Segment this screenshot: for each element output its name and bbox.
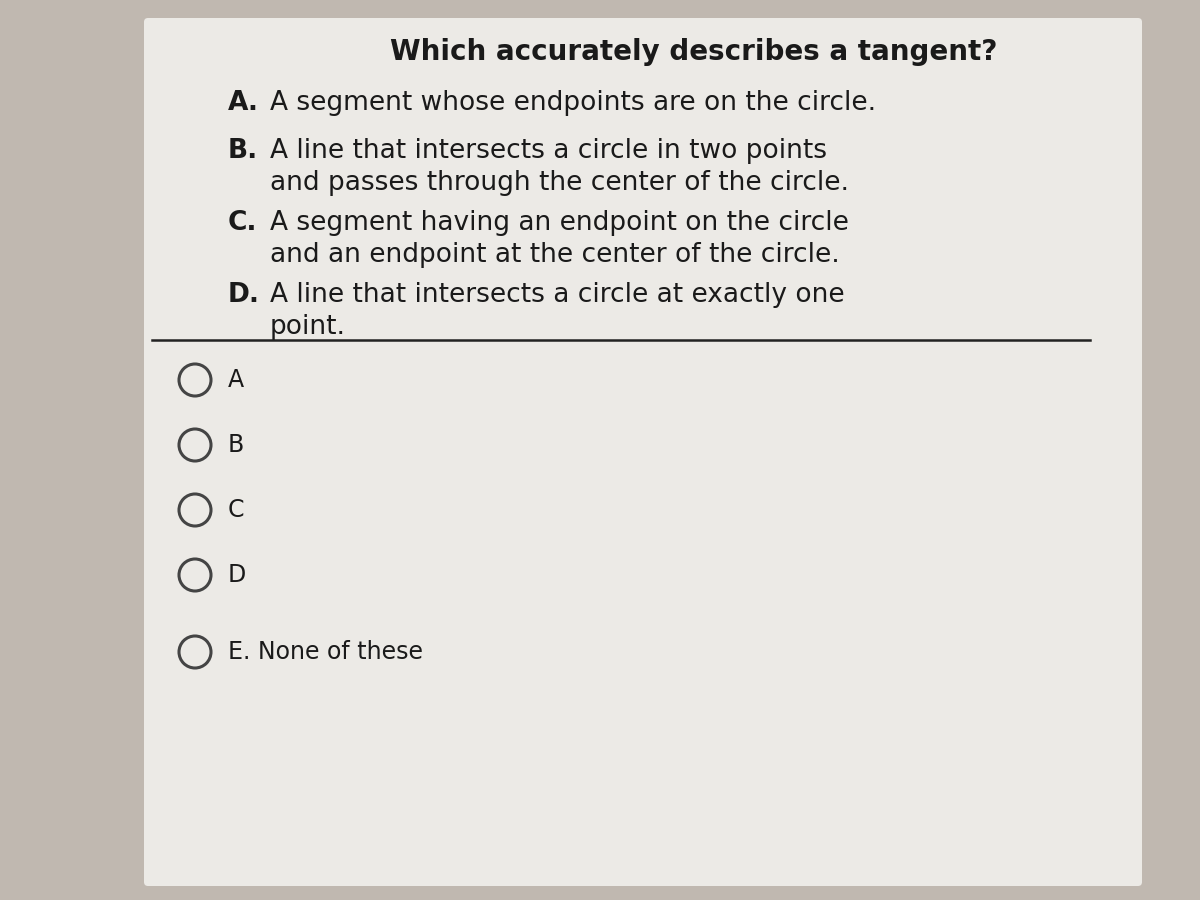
Text: Which accurately describes a tangent?: Which accurately describes a tangent?: [390, 38, 997, 66]
Text: A segment having an endpoint on the circle: A segment having an endpoint on the circ…: [270, 210, 848, 236]
Text: A segment whose endpoints are on the circle.: A segment whose endpoints are on the cir…: [270, 90, 876, 116]
Text: D.: D.: [228, 282, 260, 308]
Text: and an endpoint at the center of the circle.: and an endpoint at the center of the cir…: [270, 242, 840, 268]
Text: A: A: [228, 368, 244, 392]
Text: B: B: [228, 433, 245, 457]
Text: E. None of these: E. None of these: [228, 640, 424, 664]
Text: D: D: [228, 563, 246, 587]
FancyBboxPatch shape: [144, 18, 1142, 886]
Text: and passes through the center of the circle.: and passes through the center of the cir…: [270, 170, 850, 196]
Text: A.: A.: [228, 90, 259, 116]
Text: C: C: [228, 498, 245, 522]
Text: B.: B.: [228, 138, 258, 164]
Text: A line that intersects a circle in two points: A line that intersects a circle in two p…: [270, 138, 827, 164]
Text: A line that intersects a circle at exactly one: A line that intersects a circle at exact…: [270, 282, 845, 308]
Text: point.: point.: [270, 314, 346, 340]
Text: C.: C.: [228, 210, 258, 236]
